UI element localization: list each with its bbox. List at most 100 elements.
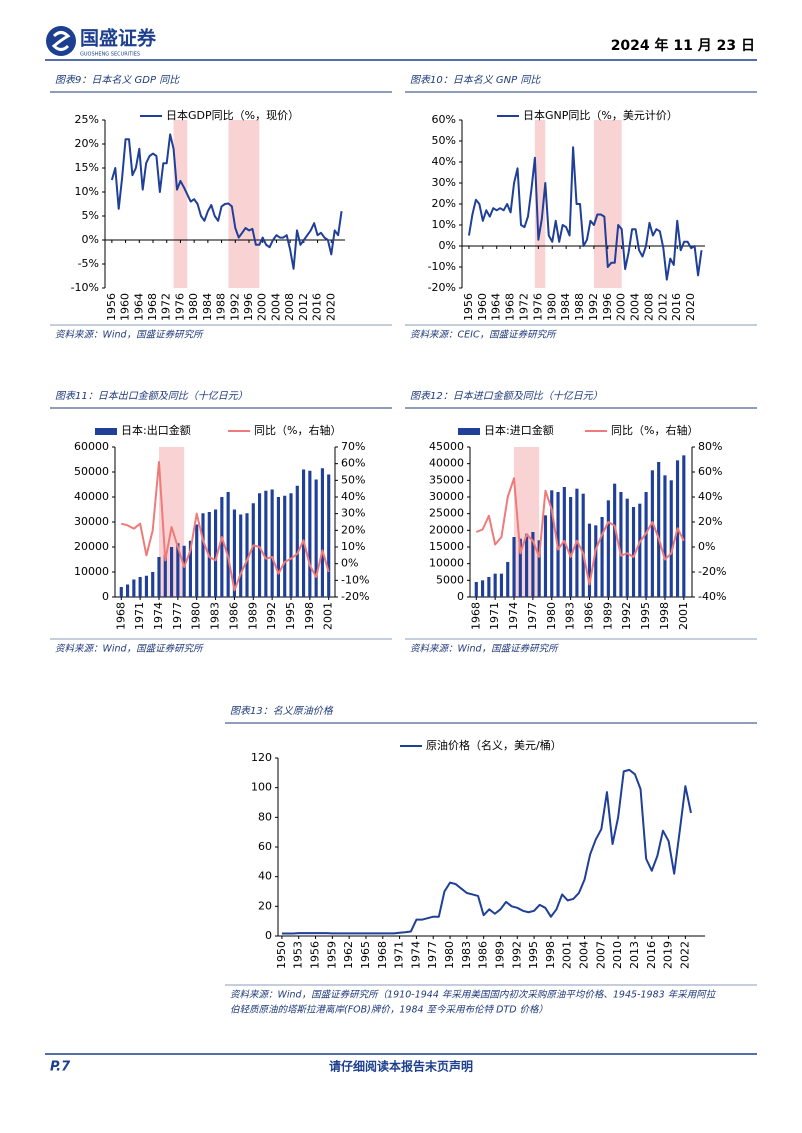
x-tick-label: 1988 [215, 293, 228, 321]
x-tick-label: 1971 [488, 602, 501, 630]
bar [188, 540, 192, 597]
y-tick-label: 0 [457, 590, 464, 603]
logo-swirl [51, 31, 71, 51]
x-tick-label: 1962 [342, 941, 355, 969]
bar [132, 579, 136, 597]
x-tick-label: 1968 [504, 293, 517, 321]
bar [682, 455, 686, 597]
x-tick-label: 2020 [684, 293, 697, 321]
y-tick-label: 25000 [429, 507, 464, 520]
x-tick-label: 1977 [426, 941, 439, 969]
x-tick-label: 1976 [173, 293, 186, 321]
legend-label: 日本GDP同比（%，现价） [166, 108, 299, 122]
x-tick-label: 1992 [587, 293, 600, 321]
x-tick-label: 1992 [620, 602, 633, 630]
bar [245, 513, 249, 597]
y-tick-label: 40000 [429, 457, 464, 470]
y-tick-label: 0 [265, 929, 272, 942]
bar [606, 500, 610, 597]
x-tick-label: 1964 [132, 293, 145, 321]
x-tick-label: 1983 [460, 941, 473, 969]
y2-tick-label: 80% [698, 440, 722, 453]
x-tick-label: 1960 [119, 293, 132, 321]
y-tick-label: 10% [75, 185, 99, 198]
bar [512, 537, 516, 597]
y2-tick-label: -20% [341, 590, 369, 603]
x-tick-label: 1980 [443, 941, 456, 969]
y-tick-label: -20% [428, 281, 456, 294]
source-note: 资料来源：Wind，国盛证券研究所 [410, 643, 559, 655]
bar [506, 562, 510, 597]
x-tick-label: 2013 [628, 941, 641, 969]
y-tick-label: -10% [428, 260, 456, 273]
x-tick-label: 2019 [662, 941, 675, 969]
x-tick-label: 1986 [477, 941, 490, 969]
x-tick-label: 1989 [601, 602, 614, 630]
x-tick-label: 2001 [322, 602, 335, 630]
chart-caption: 图表13：名义原油价格 [230, 705, 334, 717]
y-tick-label: 40% [432, 155, 456, 168]
bar [543, 515, 548, 597]
y-tick-label: 35000 [429, 473, 464, 486]
x-tick-label: 1965 [359, 941, 372, 969]
chart-caption: 图表11：日本出口金额及同比（十亿日元） [55, 390, 248, 402]
chart-caption: 图表10：日本名义 GNP 同比 [410, 74, 541, 86]
bar [518, 538, 522, 597]
x-tick-label: 1956 [462, 293, 475, 321]
x-tick-label: 2008 [283, 293, 296, 321]
bar [581, 493, 585, 597]
x-tick-label: 1992 [510, 941, 523, 969]
bar [587, 523, 592, 597]
y-tick-label: 10000 [429, 557, 464, 570]
x-tick-label: 1984 [201, 293, 214, 321]
y2-tick-label: 20% [698, 515, 722, 528]
legend-label: 日本GNP同比（%，美元计价） [523, 108, 678, 122]
x-tick-label: 1972 [517, 293, 530, 321]
x-tick-label: 2020 [324, 293, 337, 321]
x-tick-label: 2012 [297, 293, 310, 321]
bar [170, 547, 174, 597]
disclaimer-note: 请仔细阅读本报告末页声明 [329, 1059, 473, 1074]
bar [631, 507, 636, 597]
bar [126, 584, 130, 597]
legend-label: 日本:进口金额 [484, 423, 554, 437]
y2-tick-label: 70% [341, 440, 365, 453]
bar [302, 469, 306, 597]
bar [163, 554, 167, 597]
y-tick-label: 20% [432, 197, 456, 210]
y2-tick-label: 0% [698, 540, 715, 553]
x-tick-label: 1988 [573, 293, 586, 321]
bar [569, 497, 573, 597]
y2-tick-label: 50% [341, 473, 365, 486]
x-tick-label: 1984 [559, 293, 572, 321]
bar [619, 492, 623, 597]
x-tick-label: 2004 [578, 941, 591, 969]
x-tick-label: 1998 [303, 602, 316, 630]
x-tick-label: 2008 [642, 293, 655, 321]
bar [295, 485, 299, 597]
y2-tick-label: 60% [698, 465, 722, 478]
x-tick-label: 2007 [594, 941, 607, 969]
bar [644, 492, 648, 597]
bar [119, 587, 123, 597]
legend-label: 日本:出口金额 [121, 423, 191, 437]
x-tick-label: 2004 [269, 293, 282, 321]
x-tick-label: 1956 [309, 941, 322, 969]
bar [151, 572, 155, 597]
series-line [467, 146, 703, 281]
y-tick-label: 60000 [74, 440, 109, 453]
bar [481, 580, 485, 597]
shaded-period [534, 120, 546, 288]
shaded-period [228, 120, 260, 288]
y-tick-label: 40 [258, 870, 272, 883]
x-tick-label: 2000 [615, 293, 628, 321]
y2-tick-label: -20% [698, 565, 726, 578]
x-tick-label: 1995 [284, 602, 297, 630]
x-tick-label: 1972 [160, 293, 173, 321]
bar [320, 468, 324, 597]
y2-tick-label: -10% [341, 573, 369, 586]
bar [638, 503, 642, 597]
x-tick-label: 1992 [228, 293, 241, 321]
legend-label: 同比（%，右轴） [254, 423, 341, 437]
